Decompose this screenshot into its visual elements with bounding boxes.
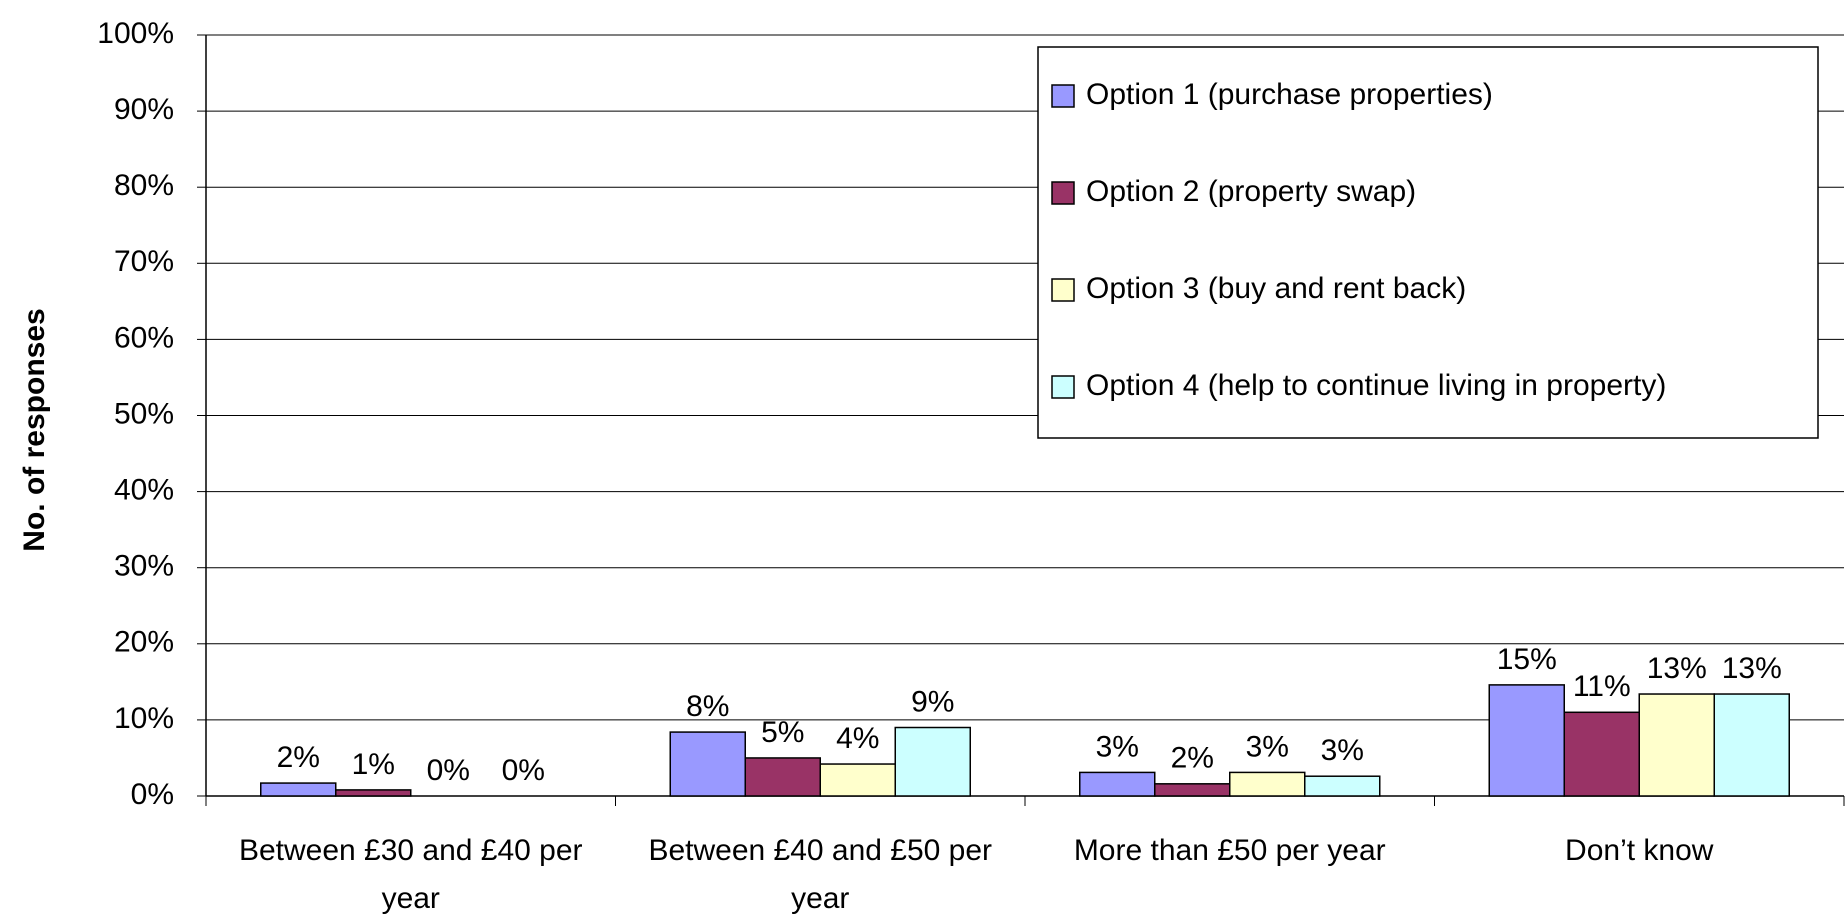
data-label: 3% <box>1096 730 1139 763</box>
bar <box>669 731 746 797</box>
x-tick-label: Between £30 and £40 per year <box>239 834 583 915</box>
data-label: 1% <box>352 748 395 781</box>
data-label: 9% <box>911 685 954 718</box>
bar <box>1713 693 1790 797</box>
y-tick-label: 0% <box>131 778 174 811</box>
bar <box>1154 783 1231 797</box>
bar <box>1304 775 1381 797</box>
bar <box>744 757 821 797</box>
data-label: 13% <box>1722 652 1782 685</box>
y-tick-label: 70% <box>114 245 174 278</box>
legend-label: Option 4 (help to continue living in pro… <box>1086 369 1666 402</box>
data-label: 3% <box>1246 730 1289 763</box>
y-tick-label: 80% <box>114 169 174 202</box>
data-label: 11% <box>1573 670 1631 703</box>
legend-label: Option 3 (buy and rent back) <box>1086 272 1466 305</box>
y-tick-label: 20% <box>114 626 174 659</box>
legend-swatch <box>1051 278 1075 302</box>
data-label: 0% <box>502 754 545 787</box>
bar <box>1079 771 1156 797</box>
y-tick-label: 30% <box>114 550 174 583</box>
data-label: 8% <box>686 690 729 723</box>
y-tick-label: 50% <box>114 397 174 430</box>
y-tick-label: 10% <box>114 702 174 735</box>
bar <box>1488 684 1565 797</box>
data-label: 3% <box>1321 734 1364 767</box>
legend-label: Option 1 (purchase properties) <box>1086 78 1493 111</box>
data-label: 13% <box>1647 652 1707 685</box>
x-tick-label: Between £40 and £50 per year <box>648 834 992 915</box>
data-label: 5% <box>761 716 804 749</box>
legend-swatch <box>1051 84 1075 108</box>
legend-label: Option 2 (property swap) <box>1086 175 1416 208</box>
data-label: 2% <box>1171 742 1214 775</box>
y-tick-label: 90% <box>114 93 174 126</box>
x-tick-label: More than £50 per year <box>1074 834 1386 867</box>
y-tick-label: 60% <box>114 321 174 354</box>
bar <box>1563 711 1640 797</box>
bar <box>335 789 412 797</box>
data-label: 2% <box>277 741 320 774</box>
data-label: 15% <box>1497 643 1557 676</box>
legend-swatch <box>1051 375 1075 399</box>
y-tick-label: 100% <box>97 17 174 50</box>
y-axis-title: No. of responses <box>18 308 51 551</box>
legend-box <box>1037 46 1819 439</box>
bar <box>819 763 896 797</box>
x-tick-label: Don’t know <box>1565 834 1714 867</box>
y-tick-label: 40% <box>114 474 174 507</box>
data-label: 4% <box>836 722 879 755</box>
bar <box>260 782 337 797</box>
legend-swatch <box>1051 181 1075 205</box>
data-label: 0% <box>427 754 470 787</box>
bar <box>894 726 971 797</box>
bar <box>1229 771 1306 797</box>
bar <box>1638 693 1715 797</box>
